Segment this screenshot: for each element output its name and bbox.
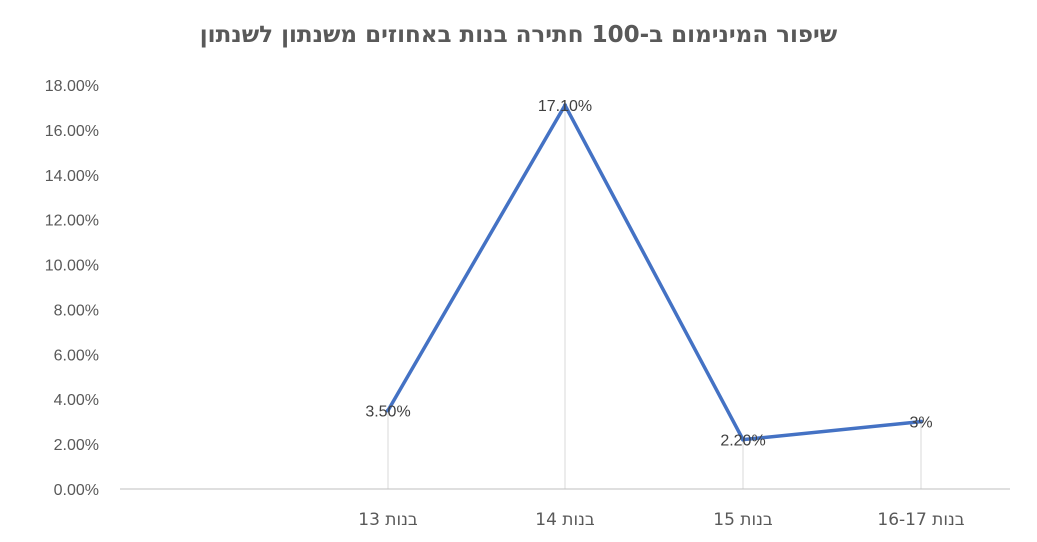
y-tick-label: 4.00% [54, 392, 99, 409]
data-label: 17.10% [538, 98, 592, 115]
data-label: 3% [909, 415, 932, 432]
y-tick-label: 14.00% [45, 168, 99, 185]
data-point [919, 419, 923, 424]
y-tick-label: 6.00% [54, 347, 99, 364]
y-tick-label: 0.00% [54, 482, 99, 499]
x-tick-label: בנות 15 [713, 510, 773, 530]
y-tick-label: 8.00% [54, 302, 99, 319]
chart-title: שיפור המינימום ב-100 חתירה בנות באחוזים … [199, 22, 838, 48]
y-tick-label: 10.00% [45, 258, 99, 275]
data-point [563, 103, 567, 108]
data-label: 2.20% [720, 433, 765, 450]
series-line [386, 103, 923, 442]
y-tick-label: 18.00% [45, 78, 99, 95]
y-tick-label: 16.00% [45, 123, 99, 140]
x-tick-label: בנות 13 [358, 510, 418, 530]
x-tick-label: בנות 14 [535, 510, 595, 530]
data-point [386, 408, 390, 413]
data-point [741, 437, 745, 442]
y-tick-label: 2.00% [54, 437, 99, 454]
y-tick-label: 12.00% [45, 213, 99, 230]
data-label: 3.50% [365, 403, 410, 420]
x-tick-label: בנות 16-17 [877, 510, 964, 530]
